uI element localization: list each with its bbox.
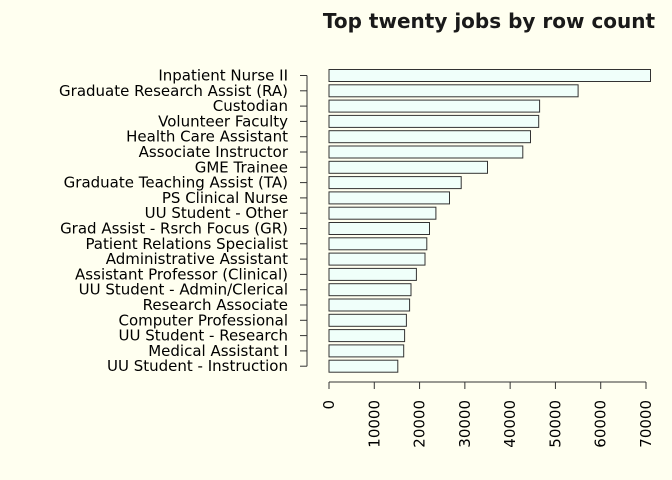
x-tick-label: 40000 bbox=[501, 400, 519, 448]
category-label: GME Trainee bbox=[195, 158, 288, 176]
category-label: Graduate Research Assist (RA) bbox=[59, 82, 288, 100]
x-tick-label: 20000 bbox=[411, 400, 429, 448]
category-label: Patient Relations Specialist bbox=[85, 235, 288, 253]
category-label: Graduate Teaching Assist (TA) bbox=[64, 174, 288, 192]
bar bbox=[328, 84, 579, 98]
x-tick-label: 30000 bbox=[456, 400, 474, 448]
bar bbox=[328, 267, 417, 281]
category-label: Health Care Assistant bbox=[126, 128, 288, 146]
x-tick-label: 50000 bbox=[546, 400, 564, 448]
bar bbox=[328, 283, 412, 297]
category-label: Associate Instructor bbox=[139, 143, 289, 161]
category-label: UU Student - Instruction bbox=[107, 357, 288, 375]
bars-group bbox=[328, 69, 651, 373]
category-label: UU Student - Admin/Clerical bbox=[79, 281, 288, 299]
y-axis bbox=[300, 75, 308, 367]
bar bbox=[328, 313, 407, 327]
bar bbox=[328, 145, 524, 159]
bar bbox=[328, 160, 488, 174]
bar bbox=[328, 344, 405, 358]
bar bbox=[328, 114, 540, 128]
category-label: Grad Assist - Rsrch Focus (GR) bbox=[60, 220, 288, 238]
bar bbox=[328, 237, 428, 251]
category-label: PS Clinical Nurse bbox=[162, 189, 288, 207]
category-label: Custodian bbox=[213, 97, 288, 115]
x-tick-label: 10000 bbox=[365, 400, 383, 448]
chart-title: Top twenty jobs by row count bbox=[323, 9, 656, 33]
bar bbox=[328, 176, 462, 190]
category-label: Administrative Assistant bbox=[106, 250, 288, 268]
bar bbox=[328, 298, 411, 312]
bar bbox=[328, 206, 437, 220]
bar bbox=[328, 222, 430, 235]
category-label: Volunteer Faculty bbox=[158, 112, 288, 130]
bar bbox=[328, 329, 406, 343]
x-tick-label: 70000 bbox=[637, 400, 655, 448]
category-label: Assistant Professor (Clinical) bbox=[75, 265, 288, 283]
category-label: Medical Assistant I bbox=[148, 342, 288, 360]
category-label: Inpatient Nurse II bbox=[158, 67, 288, 85]
x-tick-label: 0 bbox=[320, 400, 338, 410]
category-label: UU Student - Other bbox=[145, 204, 289, 222]
x-axis: 0 10000 20000 30000 40000 50000 60000 70000 bbox=[320, 381, 655, 448]
bar bbox=[328, 69, 651, 82]
bar bbox=[328, 252, 426, 266]
bar bbox=[328, 191, 450, 205]
category-label: UU Student - Research bbox=[118, 327, 288, 345]
x-tick-label: 60000 bbox=[592, 400, 610, 448]
bar bbox=[328, 99, 541, 113]
bar bbox=[328, 359, 399, 373]
category-label: Research Associate bbox=[143, 296, 288, 314]
bar bbox=[328, 130, 531, 144]
category-label: Computer Professional bbox=[119, 311, 288, 329]
